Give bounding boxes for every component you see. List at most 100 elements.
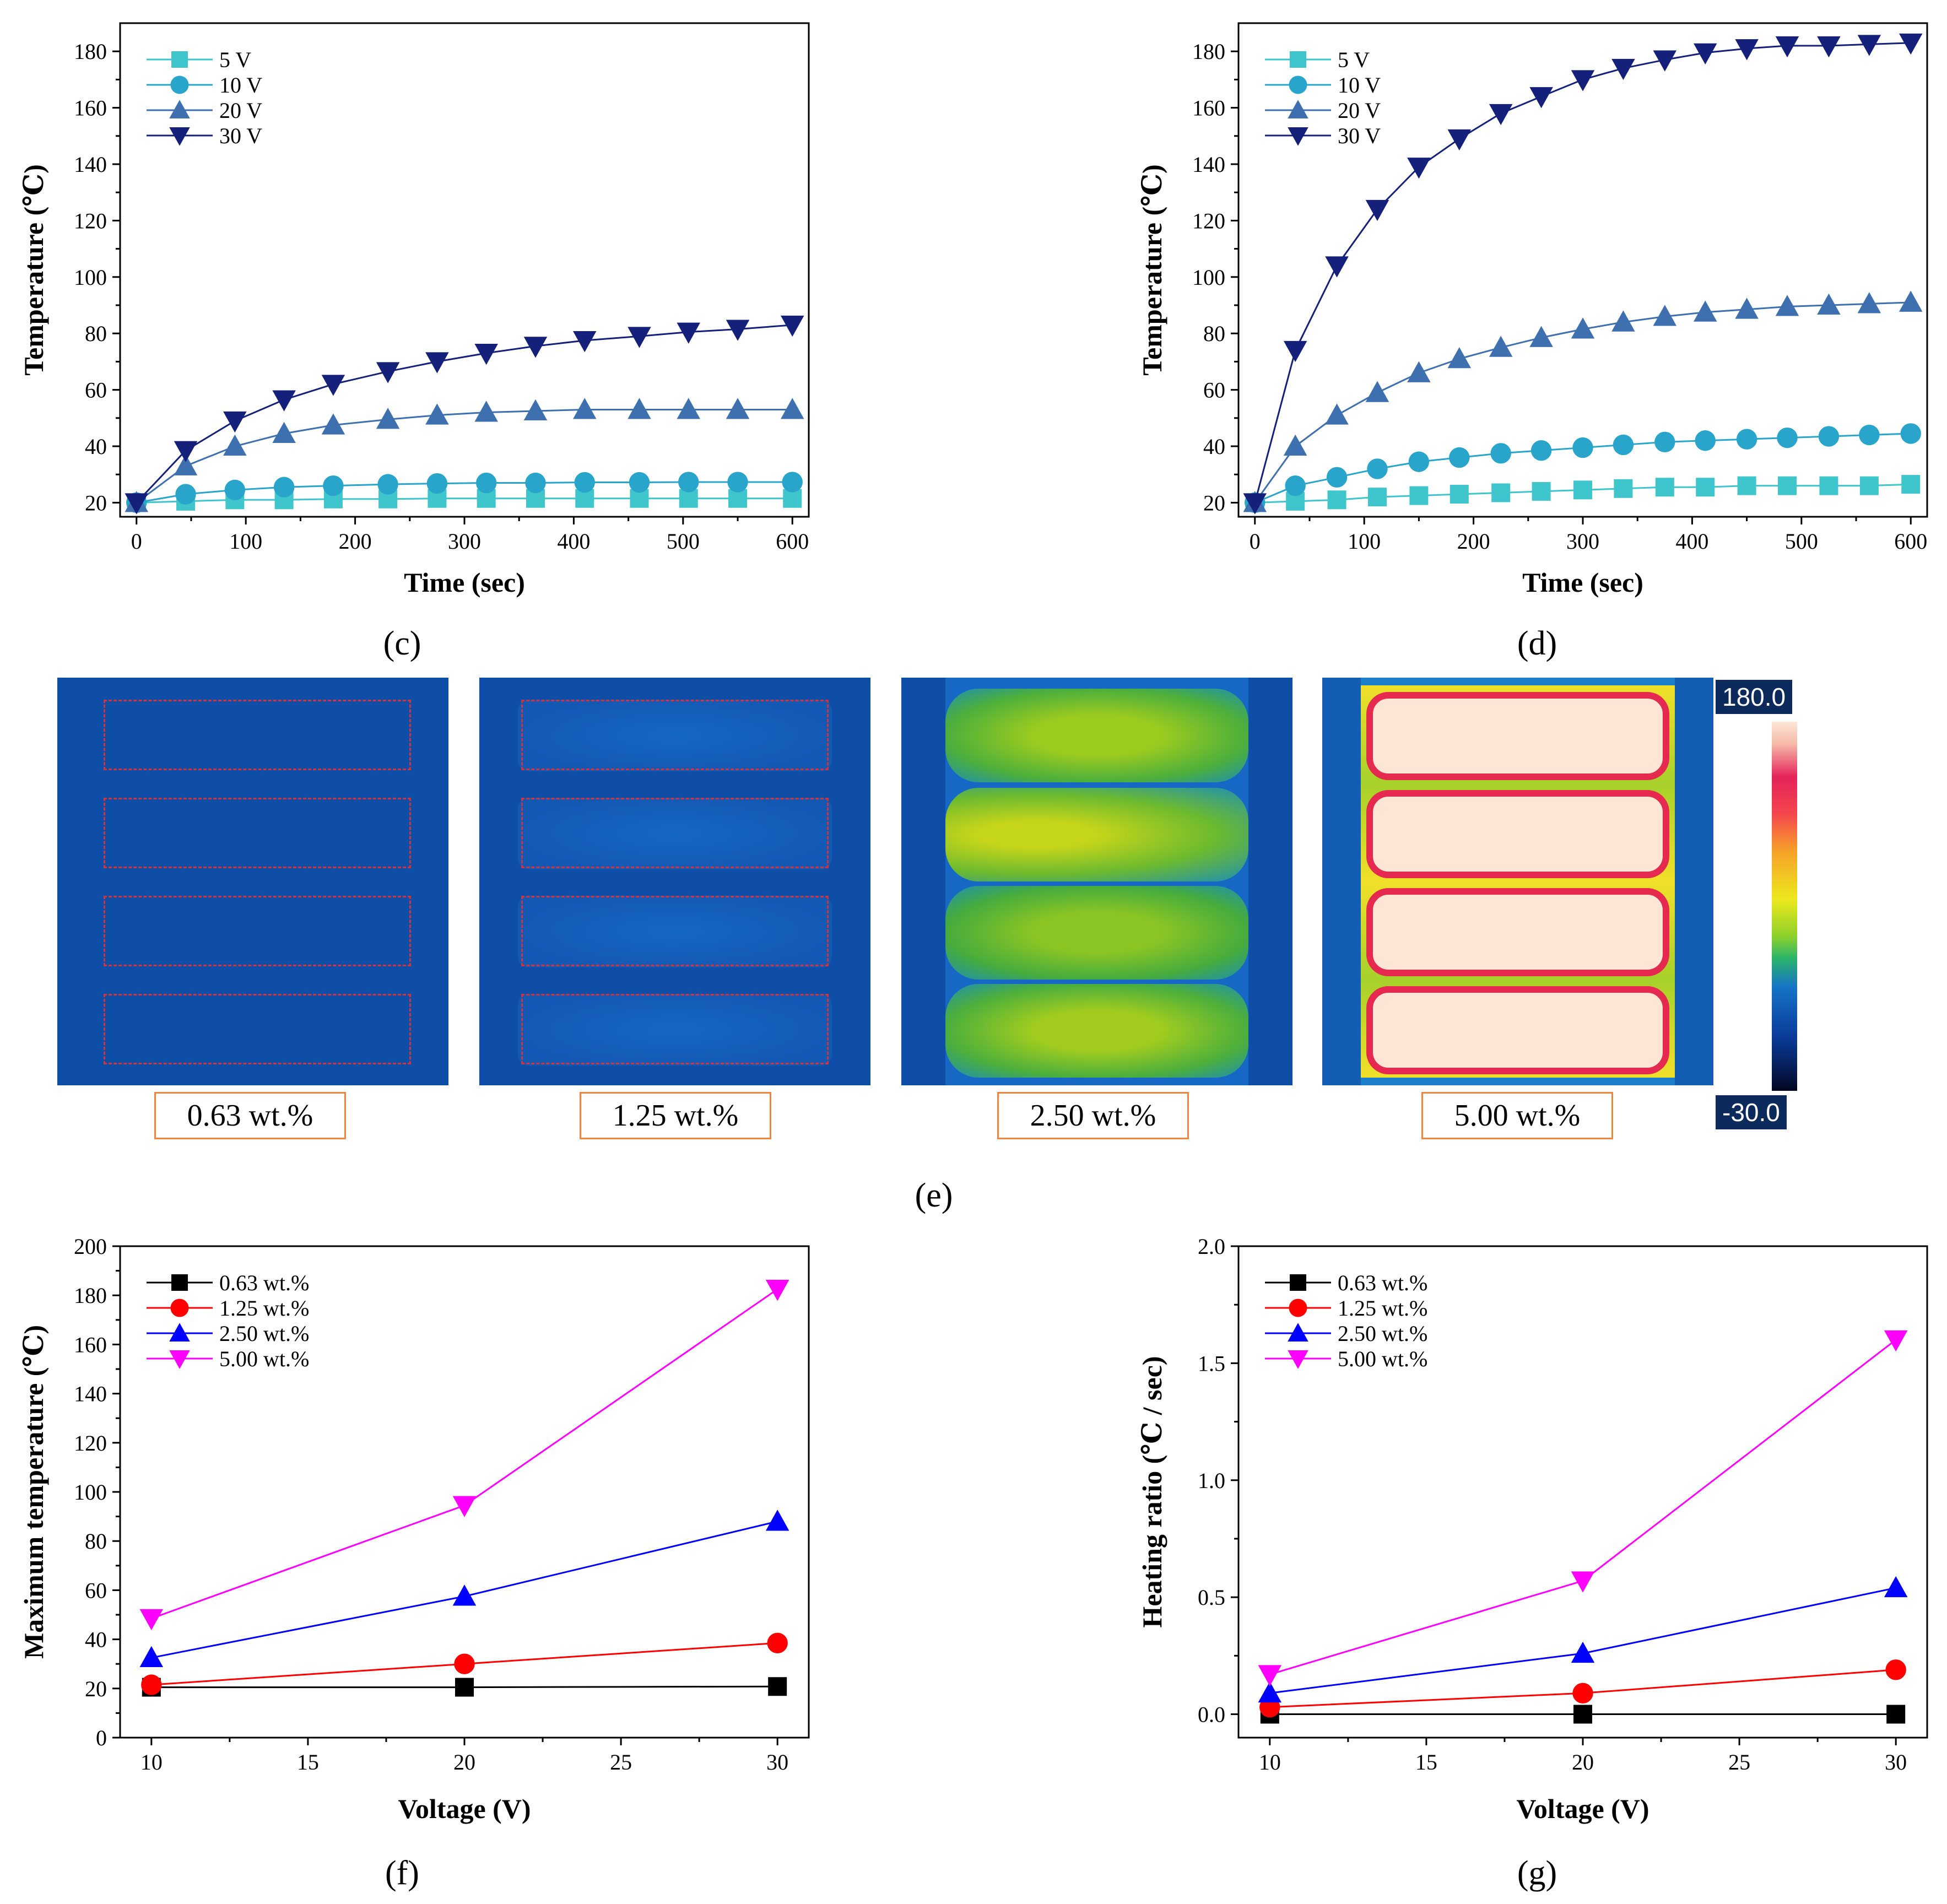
- data-point: [475, 472, 497, 494]
- data-point: [1613, 434, 1634, 456]
- legend-marker: [1288, 1323, 1308, 1342]
- data-point: [1857, 292, 1881, 313]
- legend-label: 10 V: [1338, 73, 1381, 98]
- y-tick-label: 80: [85, 321, 107, 346]
- y-axis-label: Heating ratio (℃ / sec): [1137, 1356, 1167, 1627]
- x-tick-label: 300: [1566, 529, 1599, 554]
- x-tick-label: 15: [1415, 1750, 1437, 1775]
- data-point: [323, 475, 344, 496]
- y-tick-label: 180: [74, 39, 107, 64]
- legend-marker: [170, 1299, 189, 1317]
- legend-marker: [1289, 75, 1307, 94]
- data-point: [272, 390, 296, 412]
- data-point: [1735, 298, 1759, 319]
- data-point: [1573, 1705, 1592, 1724]
- chart-g: 10 15 20 25 30 0.0 0.5 1.0 1.5 2.0 Voltage (V) Heat…: [1137, 1234, 1928, 1824]
- data-point: [1775, 36, 1799, 58]
- data-point: [321, 413, 345, 435]
- panel-label-g: (g): [1517, 1854, 1557, 1892]
- y-tick-label: 160: [74, 1332, 107, 1357]
- y-tick-label: 60: [85, 1578, 107, 1603]
- data-point: [765, 1280, 789, 1301]
- legend-label: 5 V: [1338, 47, 1370, 72]
- color-scale-bar: [1772, 722, 1797, 1091]
- data-point: [768, 1677, 787, 1696]
- data-point: [1409, 486, 1429, 505]
- x-tick-label: 25: [1728, 1750, 1750, 1775]
- data-point: [726, 398, 750, 419]
- data-point: [1900, 423, 1921, 444]
- data-point: [1573, 480, 1592, 500]
- data-point: [1817, 36, 1841, 58]
- data-point: [1489, 336, 1513, 357]
- data-point: [425, 403, 449, 425]
- y-tick-label: 120: [74, 208, 107, 233]
- data-point: [376, 362, 400, 383]
- y-tick-label: 100: [1192, 265, 1225, 290]
- data-point: [452, 1584, 477, 1606]
- data-point: [1693, 43, 1717, 65]
- data-point: [1654, 431, 1675, 453]
- y-tick-label: 100: [74, 1480, 107, 1505]
- data-point: [1886, 1705, 1906, 1724]
- data-point: [1859, 476, 1879, 495]
- data-point: [1571, 70, 1595, 91]
- x-tick-label: 20: [1572, 1750, 1594, 1775]
- color-scale-min-label: -30.0: [1716, 1095, 1787, 1129]
- data-point: [1572, 1683, 1593, 1703]
- data-point: [1614, 479, 1633, 498]
- data-point: [1653, 305, 1677, 326]
- y-tick-label: 20: [1203, 490, 1225, 515]
- y-tick-label: 80: [1203, 321, 1225, 346]
- legend-marker: [170, 75, 189, 94]
- legend-label: 20 V: [219, 98, 262, 123]
- y-tick-label: 1.0: [1198, 1468, 1225, 1493]
- panel-label-f: (f): [385, 1854, 419, 1892]
- data-point: [1571, 1571, 1595, 1593]
- x-tick-label: 400: [557, 529, 590, 554]
- y-axis-label: Temperature (℃): [1137, 164, 1167, 375]
- data-point: [425, 352, 449, 374]
- data-point: [1529, 326, 1553, 347]
- panel-label-e: (e): [915, 1177, 953, 1214]
- data-point: [139, 1609, 164, 1630]
- x-tick-label: 10: [1259, 1750, 1281, 1775]
- data-point: [1819, 476, 1838, 495]
- legend-label: 5.00 wt.%: [1338, 1346, 1427, 1371]
- chart-d: 0 100 200 300 400 500 600 20 40 60 80 100 120 140 160 1…: [1137, 22, 1928, 598]
- x-axis-label: Voltage (V): [1516, 1793, 1649, 1824]
- data-point: [1571, 1641, 1595, 1663]
- data-point: [765, 1510, 789, 1531]
- x-tick-label: 500: [667, 529, 700, 554]
- data-point: [174, 441, 198, 462]
- color-scale-max-label: 180.0: [1716, 680, 1793, 714]
- thermal-caption-2-50: 2.50 wt.%: [997, 1092, 1189, 1139]
- data-point: [1884, 1576, 1908, 1598]
- data-point: [1696, 478, 1715, 497]
- data-point: [1367, 488, 1387, 507]
- y-tick-label: 180: [74, 1283, 107, 1308]
- data-point: [782, 472, 803, 493]
- data-point: [223, 434, 247, 456]
- data-point: [1325, 256, 1349, 278]
- data-point: [1449, 447, 1470, 468]
- data-point: [573, 331, 597, 353]
- y-tick-label: 0.5: [1198, 1585, 1225, 1610]
- x-tick-label: 10: [140, 1750, 163, 1775]
- y-tick-label: 60: [85, 378, 107, 403]
- y-tick-label: 2.0: [1198, 1234, 1225, 1259]
- x-tick-label: 300: [448, 529, 481, 554]
- legend-label: 0.63 wt.%: [219, 1270, 309, 1295]
- x-axis-label: Voltage (V): [398, 1793, 531, 1824]
- data-point: [1901, 475, 1921, 494]
- data-point: [574, 472, 595, 493]
- data-point: [474, 344, 498, 365]
- data-point: [1899, 290, 1923, 312]
- y-tick-label: 100: [74, 265, 107, 290]
- legend-label: 5 V: [219, 47, 251, 72]
- x-tick-label: 25: [610, 1750, 632, 1775]
- data-point: [1530, 440, 1552, 461]
- data-point: [1775, 295, 1799, 316]
- legend-label: 1.25 wt.%: [1338, 1296, 1427, 1321]
- y-tick-label: 1.5: [1198, 1351, 1225, 1376]
